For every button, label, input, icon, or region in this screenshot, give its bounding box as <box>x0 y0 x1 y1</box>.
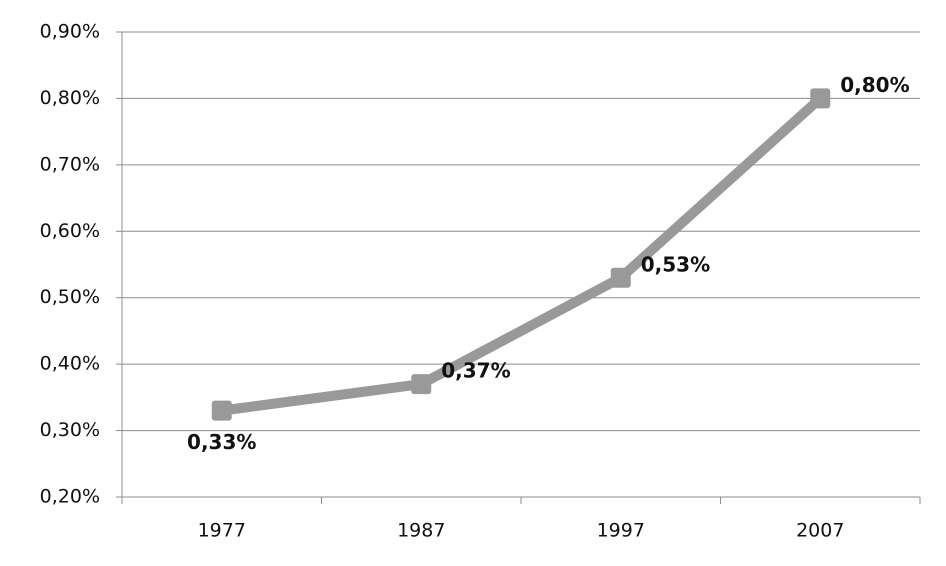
y-tick-label: 0,20% <box>40 486 100 508</box>
marker <box>810 88 831 109</box>
y-tick-label: 0,60% <box>40 220 100 242</box>
data-label: 0,37% <box>441 359 510 383</box>
marker <box>211 400 232 421</box>
x-tick-label: 1987 <box>397 520 445 542</box>
x-tick-label: 2007 <box>796 520 844 542</box>
data-label: 0,33% <box>187 430 256 454</box>
line <box>221 94 824 416</box>
y-tick-label: 0,50% <box>40 286 100 308</box>
y-tick-label: 0,30% <box>40 419 100 441</box>
y-tick-label: 0,90% <box>40 21 100 43</box>
x-tick-label: 1997 <box>597 520 645 542</box>
data-label: 0,53% <box>641 252 710 276</box>
marker <box>411 374 432 395</box>
x-tick-label: 1977 <box>198 520 246 542</box>
data-label: 0,80% <box>840 73 909 97</box>
marker <box>610 267 631 288</box>
y-tick-label: 0,70% <box>40 153 100 175</box>
y-tick-label: 0,40% <box>40 353 100 375</box>
y-tick-label: 0,80% <box>40 87 100 109</box>
